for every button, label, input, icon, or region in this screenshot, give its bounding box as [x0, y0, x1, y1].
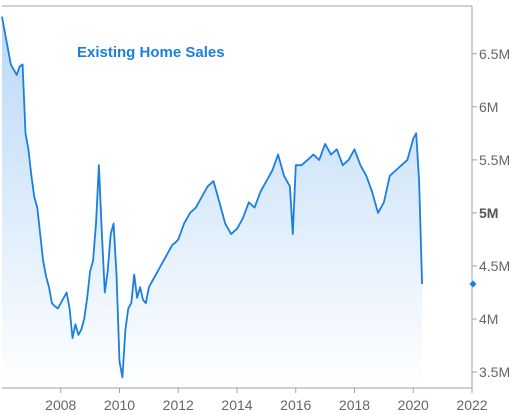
y-tick-label: 4.5M [479, 258, 510, 274]
x-tick-label: 2020 [398, 397, 429, 413]
y-axis-ticks: 3.5M 4M 4.5M 5M 5.5M 6M 6.5M [472, 46, 510, 380]
y-tick-label: 5M [479, 205, 498, 221]
area-layer [2, 16, 423, 388]
x-tick-label: 2014 [221, 397, 252, 413]
y-tick-label: 6.5M [479, 46, 510, 62]
chart-title: Existing Home Sales [77, 44, 225, 61]
x-tick-label: 2022 [456, 397, 487, 413]
x-tick-label: 2018 [339, 397, 370, 413]
line-layer [1, 16, 423, 379]
x-axis-ticks: 2008 2010 2012 2014 2016 2018 2020 2022 [45, 388, 488, 413]
x-tick-label: 2016 [280, 397, 311, 413]
y-tick-label: 4M [479, 311, 498, 327]
series-line [1, 16, 423, 379]
x-tick-label: 2008 [45, 397, 76, 413]
x-tick-label: 2012 [163, 397, 194, 413]
series-area [2, 16, 423, 388]
y-tick-label: 6M [479, 99, 498, 115]
y-tick-label: 5.5M [479, 152, 510, 168]
marker-layer [469, 280, 477, 288]
last-value-marker [469, 280, 477, 288]
x-tick-label: 2010 [104, 397, 135, 413]
y-tick-label: 3.5M [479, 364, 510, 380]
